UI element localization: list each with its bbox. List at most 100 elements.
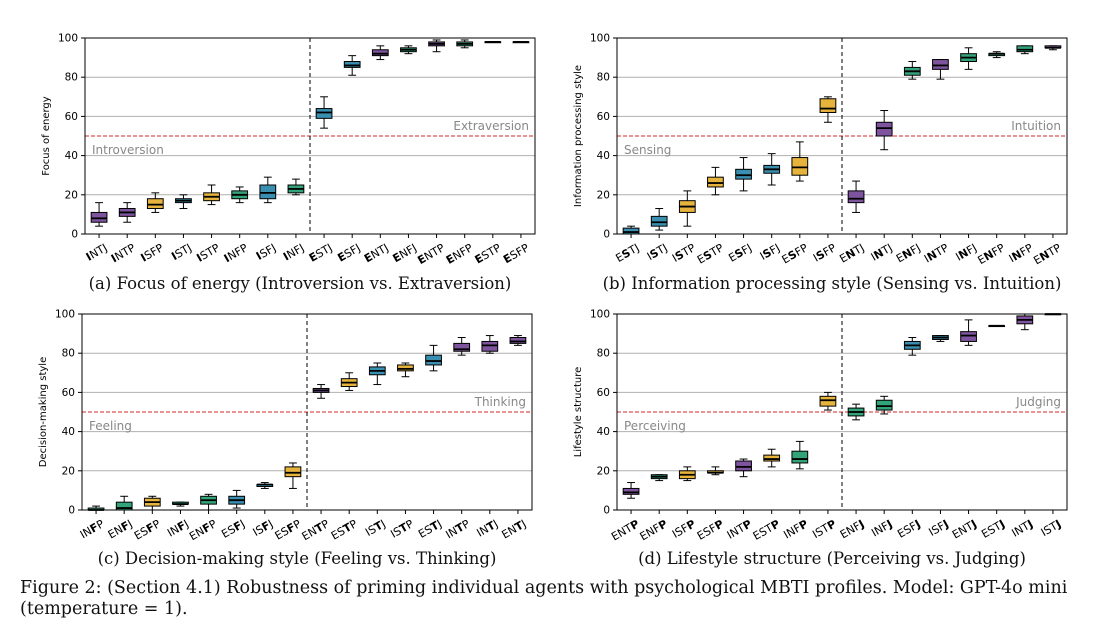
y-tick-label: 80 — [597, 72, 610, 84]
box-body — [315, 108, 333, 119]
chart-panel-4: 0 20 40 60 80 100 Lifestyle structure Perceivin… — [573, 309, 1068, 568]
x-tick-label: INFP — [78, 517, 107, 541]
box-entj — [847, 180, 865, 213]
x-tick-label: INFJ — [953, 241, 979, 263]
y-tick-label: 40 — [62, 426, 75, 438]
box-esfp — [284, 462, 302, 489]
x-tick-label: ENFP — [444, 241, 476, 267]
x-tick-label: ESTJ — [416, 517, 444, 541]
y-tick-label: 60 — [597, 111, 610, 123]
box-body — [875, 121, 893, 137]
box-esfj — [343, 55, 361, 76]
left-region-label: Perceiving — [624, 419, 686, 433]
box-entp — [1044, 45, 1062, 51]
box-entj — [960, 319, 977, 346]
subcaption: (b) Information processing style (Sensin… — [603, 274, 1062, 293]
box-entp — [428, 39, 445, 53]
x-tick-label: INTP — [725, 517, 754, 541]
x-tick-label: ISTJ — [645, 241, 670, 263]
box-estj — [315, 96, 333, 129]
box-enfj — [115, 495, 133, 511]
box-enfp — [988, 51, 1006, 59]
y-tick-label: 100 — [590, 33, 610, 45]
box-entj — [509, 335, 527, 346]
y-tick-label: 0 — [68, 505, 75, 517]
x-tick-label: ISFJ — [758, 241, 782, 263]
box-estp — [340, 372, 358, 391]
box-istj — [650, 208, 668, 231]
box-body — [1016, 45, 1034, 53]
x-tick-label: ENFP — [187, 517, 219, 543]
box-body — [90, 211, 108, 223]
right-region-label: Judging — [1015, 395, 1061, 409]
box-entp — [312, 384, 330, 399]
box-body — [932, 59, 949, 70]
box-istp — [819, 391, 837, 411]
box-body — [284, 466, 302, 478]
box-infj — [875, 395, 893, 415]
box-isfj — [763, 153, 781, 186]
box-esfj — [228, 489, 246, 509]
box-infp — [791, 440, 809, 470]
y-tick-label: 80 — [65, 72, 78, 84]
box-body — [650, 215, 668, 227]
x-tick-label: ESFP — [273, 517, 304, 542]
x-tick-label: ESTP — [751, 517, 782, 543]
x-tick-label: ESTP — [695, 241, 726, 267]
box-isfj — [259, 176, 277, 204]
y-tick-label: 20 — [62, 465, 75, 477]
box-istp — [203, 184, 220, 206]
box-infj — [172, 501, 189, 507]
box-body — [960, 331, 977, 342]
x-tick-label: ESTJ — [614, 241, 642, 265]
subcaption: (a) Focus of energy (Introversion vs. Ex… — [89, 274, 512, 293]
box-isfp — [678, 466, 696, 482]
box-body — [791, 157, 809, 176]
box-enfp — [456, 39, 474, 49]
box-body — [791, 450, 809, 464]
y-tick-label: 100 — [55, 309, 75, 321]
box-entj — [371, 45, 389, 61]
x-tick-label: ISFJ — [927, 517, 951, 539]
right-region-label: Extraversion — [453, 119, 529, 133]
box-body — [509, 337, 527, 344]
x-tick-label: ISTP — [670, 241, 698, 265]
x-tick-label: ISTJ — [1039, 517, 1064, 539]
box-intp — [118, 202, 136, 223]
right-region-label: Thinking — [474, 395, 526, 409]
box-enfj — [903, 61, 921, 80]
box-istj — [368, 362, 386, 386]
y-axis-label: Information processing style — [573, 65, 584, 207]
box-infp — [1016, 45, 1034, 55]
x-tick-label: ESTP — [329, 517, 360, 542]
box-estp — [763, 448, 781, 468]
box-infp — [231, 186, 249, 204]
x-tick-label: ISTJ — [363, 517, 388, 539]
box-isfj — [256, 482, 274, 489]
box-estj — [988, 324, 1006, 328]
box-body — [259, 184, 277, 200]
figure-caption: Figure 2: (Section 4.1) Robustness of pr… — [20, 578, 1068, 619]
x-tick-label: ISTP — [388, 517, 416, 541]
y-tick-label: 60 — [597, 387, 610, 399]
axes-frame — [84, 37, 536, 235]
x-tick-label: ENFJ — [838, 517, 867, 541]
x-tick-label: INFP — [1007, 241, 1036, 265]
chart-panel-3: 0 20 40 60 80 100 Decision-making style Feeling… — [38, 309, 533, 568]
x-tick-label: ESTP — [473, 241, 504, 266]
box-body — [453, 342, 471, 352]
y-tick-label: 0 — [603, 505, 610, 517]
y-tick-label: 0 — [71, 229, 78, 241]
y-tick-label: 80 — [62, 348, 75, 360]
axes-frame — [81, 313, 533, 511]
box-istj — [175, 194, 192, 210]
box-esfj — [903, 337, 921, 356]
x-tick-label: INTJ — [84, 241, 110, 263]
box-esfp — [707, 466, 724, 476]
box-body — [622, 227, 640, 235]
box-infp — [87, 505, 105, 511]
box-istp — [678, 190, 696, 227]
x-tick-label: INTJ — [869, 241, 895, 263]
box-body — [622, 487, 640, 495]
